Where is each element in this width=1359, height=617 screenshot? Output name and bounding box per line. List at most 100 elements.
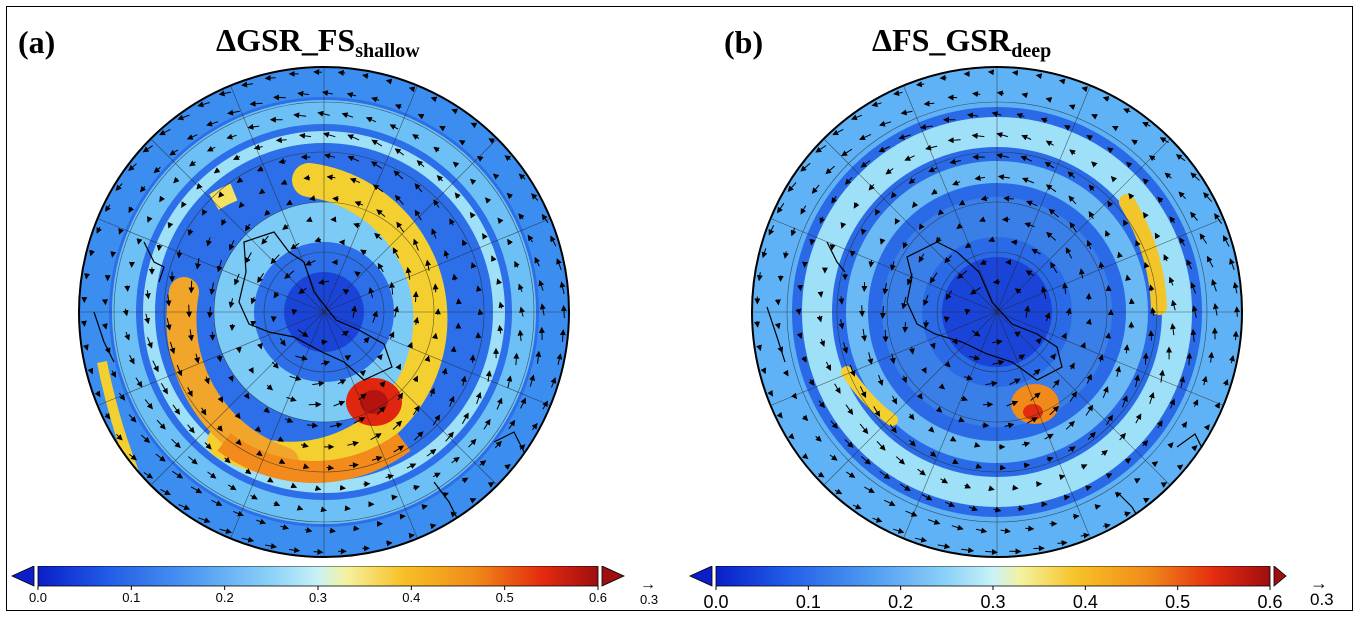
wind-vector-arrow <box>1094 504 1102 510</box>
wind-vector-arrow <box>280 524 289 530</box>
wind-vector-arrow <box>782 369 789 377</box>
wind-vector-arrow <box>956 223 963 230</box>
wind-vector-arrow <box>1062 282 1069 294</box>
wind-vector-arrow <box>1148 330 1155 341</box>
wind-vector-arrow <box>850 114 863 121</box>
wind-vector-arrow <box>1142 122 1151 128</box>
wind-vector-arrow <box>1178 191 1187 200</box>
wind-vector-arrow <box>834 383 841 394</box>
wind-vector-arrow <box>271 361 279 369</box>
wind-vector-arrow <box>876 441 886 451</box>
wind-vector-arrow <box>878 146 890 153</box>
wind-vector-arrow <box>452 161 460 168</box>
wind-vector-arrow <box>451 456 460 464</box>
wind-vector-arrow <box>980 195 989 202</box>
wind-vector-arrow <box>263 406 270 414</box>
wind-vector-arrow <box>1156 420 1163 429</box>
wind-vector-arrow <box>1223 235 1230 247</box>
wind-vector-arrow <box>952 179 961 186</box>
wind-vector-arrow <box>442 492 449 498</box>
wind-vector-arrow <box>275 137 287 144</box>
wind-vector-arrow <box>135 377 143 388</box>
wind-vector-arrow <box>295 355 308 361</box>
panel-title-subscript: deep <box>1011 40 1052 62</box>
wind-vector-arrow <box>893 527 905 534</box>
wind-vector-arrow <box>290 482 298 489</box>
wind-vector-arrow <box>226 133 237 140</box>
wind-vector-arrow <box>840 222 847 229</box>
wind-vector-arrow <box>1073 513 1080 520</box>
wind-vector-arrow <box>476 285 482 292</box>
wind-vector-arrow <box>1157 196 1164 204</box>
wind-vector-arrow <box>859 386 867 398</box>
wind-vector-arrow <box>412 291 419 303</box>
wind-vector-arrow <box>535 350 542 364</box>
wind-vector-arrow <box>889 424 897 434</box>
wind-vector-arrow <box>1064 125 1071 131</box>
wind-vector-arrow <box>1024 222 1035 228</box>
wind-vector-arrow <box>875 208 881 216</box>
wind-vector-arrow <box>245 252 252 264</box>
colorbar-tick-label: 0.4 <box>402 590 420 605</box>
wind-vector-arrow <box>867 352 874 365</box>
wind-vector-arrow <box>988 236 995 243</box>
colorbar-max-extend <box>1273 566 1287 587</box>
wind-vector-arrow <box>992 278 1001 285</box>
wind-vector-arrow <box>979 259 988 265</box>
wind-vector-arrow <box>871 101 882 107</box>
wind-vector-arrow <box>445 431 454 442</box>
wind-vector-arrow <box>975 527 988 534</box>
wind-vector-arrow <box>914 536 928 543</box>
wind-vector-arrow <box>1201 375 1208 386</box>
wind-vector-arrow <box>342 330 350 337</box>
wind-vector-arrow <box>96 226 102 234</box>
wind-vector-arrow <box>371 139 383 147</box>
wind-vector-arrow <box>504 155 512 162</box>
wind-vector-arrow <box>218 90 232 97</box>
wind-vector-arrow <box>1024 305 1031 318</box>
wind-vector-arrow <box>234 412 241 420</box>
wind-vector-arrow <box>1088 211 1095 220</box>
wind-vector-arrow <box>461 239 468 247</box>
wind-vector-arrow <box>904 155 915 161</box>
wind-vector-arrow <box>412 375 419 383</box>
wind-vector-arrow <box>80 320 87 327</box>
wind-vector-arrow <box>1030 392 1041 401</box>
wind-vector-arrow <box>431 228 437 239</box>
wind-vector-arrow <box>482 233 488 240</box>
wind-vector-arrow <box>306 422 319 429</box>
wind-vector-arrow <box>761 248 768 259</box>
wind-vector-arrow <box>816 315 823 323</box>
wind-vector-arrow <box>186 134 198 140</box>
wind-vector-arrow <box>877 374 884 387</box>
wind-vector-arrow <box>244 223 251 232</box>
wind-vector-arrow <box>200 407 207 416</box>
wind-vector-arrow <box>908 177 916 184</box>
wind-vector-arrow <box>559 329 566 342</box>
wind-vector-arrow <box>339 484 346 491</box>
wind-vector-arrow <box>347 440 359 447</box>
wind-vector-arrow <box>928 519 941 525</box>
wind-vector-arrow <box>264 209 271 216</box>
wind-vector-arrow <box>1031 248 1041 255</box>
wind-vector-arrow <box>831 195 838 204</box>
colorbar-tick-label: 0.6 <box>1257 592 1282 612</box>
wind-vector-arrow <box>951 524 964 531</box>
colorbar: 0.0 0.1 0.2 0.3 0.4 0.5 0.6 <box>11 566 625 605</box>
wind-vector-arrow <box>1191 305 1198 318</box>
wind-vector-arrow <box>1065 420 1075 430</box>
wind-vector-arrow <box>1046 456 1054 463</box>
wind-vector-arrow <box>985 548 998 555</box>
wind-vector-arrow <box>964 242 972 249</box>
wind-vector-arrow <box>519 306 526 317</box>
wind-vector-arrow <box>413 431 424 441</box>
wind-vector-arrow <box>430 96 438 103</box>
wind-vector-arrow <box>393 445 405 453</box>
wind-vector-arrow <box>756 344 762 352</box>
wind-vector-arrow <box>153 166 161 174</box>
wind-vector-arrow <box>177 114 190 121</box>
wind-vector-arrow <box>1190 211 1198 221</box>
wind-vector-arrow <box>389 281 395 295</box>
wind-vector-arrow <box>1111 125 1119 132</box>
colorbar: 0.0 0.1 0.2 0.3 0.4 0.5 0.6 <box>689 566 1287 612</box>
